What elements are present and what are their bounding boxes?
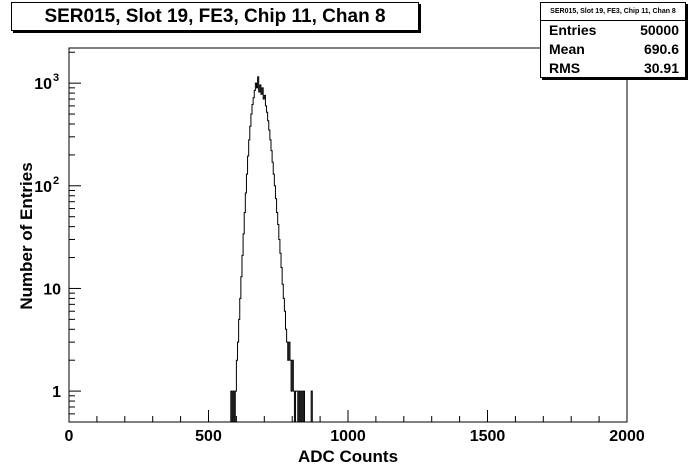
y-tick-exponent: 2 bbox=[53, 175, 59, 187]
stats-row-entries: Entries 50000 bbox=[541, 21, 685, 40]
stats-row-mean: Mean 690.6 bbox=[541, 40, 685, 59]
chart-title: SER015, Slot 19, FE3, Chip 11, Chan 8 bbox=[11, 2, 419, 31]
x-tick-label: 1000 bbox=[330, 428, 366, 445]
stats-box: SER015, Slot 19, FE3, Chip 11, Chan 8 En… bbox=[540, 2, 686, 78]
y-axis-label: Number of Entries bbox=[17, 162, 36, 309]
plot-frame bbox=[68, 47, 628, 423]
histogram-series bbox=[230, 76, 313, 423]
stats-value: 690.6 bbox=[643, 41, 679, 57]
y-tick-label: 1 bbox=[52, 384, 61, 401]
y-tick-label: 10 bbox=[34, 76, 52, 93]
x-tick-label: 2000 bbox=[609, 428, 645, 445]
stats-header: SER015, Slot 19, FE3, Chip 11, Chan 8 bbox=[541, 3, 685, 21]
stats-label: Entries bbox=[549, 22, 597, 38]
x-axis-label: ADC Counts bbox=[298, 447, 398, 466]
stats-row-rms: RMS 30.91 bbox=[541, 59, 685, 78]
x-tick-label: 0 bbox=[65, 428, 74, 445]
stats-label: RMS bbox=[549, 60, 581, 76]
stats-value: 50000 bbox=[640, 22, 679, 38]
x-tick-label: 500 bbox=[195, 428, 222, 445]
y-tick-label: 10 bbox=[34, 179, 52, 196]
stats-value: 30.91 bbox=[643, 60, 679, 76]
stats-label: Mean bbox=[549, 41, 585, 57]
y-tick-label: 10 bbox=[43, 281, 61, 298]
y-tick-exponent: 3 bbox=[53, 72, 59, 84]
x-tick-label: 1500 bbox=[470, 428, 506, 445]
